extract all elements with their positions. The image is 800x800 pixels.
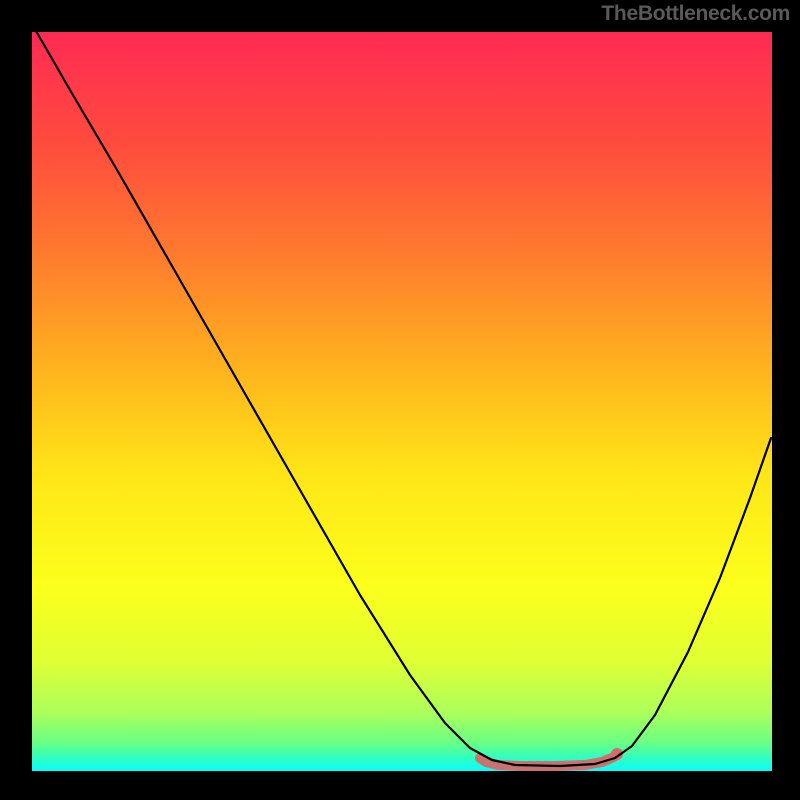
chart-canvas: TheBottleneck.com [0,0,800,800]
watermark-text: TheBottleneck.com [601,2,790,26]
heatmap-plot [0,0,800,800]
